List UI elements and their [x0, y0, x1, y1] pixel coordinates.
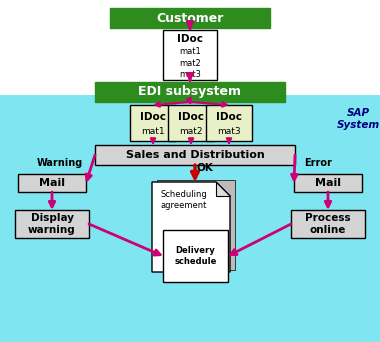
Text: OK: OK	[196, 163, 214, 173]
Text: Process
online: Process online	[305, 213, 351, 235]
Bar	[18, 174, 86, 192]
Text: IDoc: IDoc	[178, 112, 204, 122]
Text: Sales and Distribution: Sales and Distribution	[126, 150, 264, 160]
Text: Mail: Mail	[315, 178, 341, 188]
Bar	[110, 8, 270, 28]
Bar	[163, 230, 228, 282]
Text: Error: Error	[304, 158, 332, 168]
Text: Customer: Customer	[156, 12, 224, 25]
Polygon shape	[216, 182, 230, 196]
Bar	[130, 105, 176, 141]
Text: Scheduling
agreement: Scheduling agreement	[161, 190, 207, 210]
Text: Mail: Mail	[39, 178, 65, 188]
Text: SAP
System: SAP System	[336, 108, 380, 130]
Bar	[168, 105, 214, 141]
Text: Display
warning: Display warning	[28, 213, 76, 235]
Bar	[0, 0, 380, 95]
Text: Warning: Warning	[37, 158, 83, 168]
Bar	[95, 145, 295, 165]
Bar	[291, 210, 365, 238]
Text: IDoc: IDoc	[177, 34, 203, 44]
Bar	[294, 174, 362, 192]
Text: mat1: mat1	[141, 127, 165, 135]
Bar	[95, 82, 285, 102]
Bar	[15, 210, 89, 238]
Bar	[163, 30, 217, 80]
Text: mat1
mat2
mat3: mat1 mat2 mat3	[179, 47, 201, 79]
Text: IDoc: IDoc	[140, 112, 166, 122]
Polygon shape	[152, 182, 230, 272]
Text: Delivery
schedule: Delivery schedule	[174, 246, 217, 266]
Text: IDoc: IDoc	[216, 112, 242, 122]
Bar	[206, 105, 252, 141]
Text: mat2: mat2	[179, 127, 203, 135]
Bar	[157, 180, 235, 270]
Text: EDI subsystem: EDI subsystem	[138, 86, 242, 98]
Text: mat3: mat3	[217, 127, 241, 135]
